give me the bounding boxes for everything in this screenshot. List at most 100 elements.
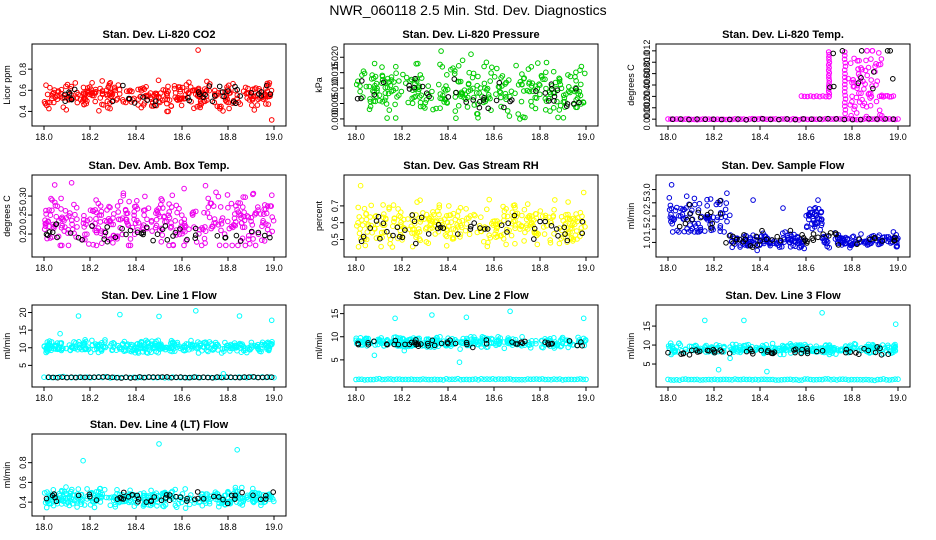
data-point (892, 343, 899, 350)
data-point (880, 376, 887, 382)
data-point (116, 86, 123, 93)
data-point (252, 93, 258, 100)
data-point (390, 202, 397, 208)
data-point (413, 337, 419, 343)
data-point (879, 238, 886, 244)
data-point (124, 219, 130, 225)
data-point (235, 200, 241, 206)
data-point (78, 501, 84, 508)
data-point (184, 498, 190, 504)
data-point (888, 348, 894, 354)
data-point (134, 227, 141, 233)
data-point (826, 91, 833, 97)
data-point (861, 238, 868, 245)
data-point (869, 116, 875, 122)
data-point (382, 376, 388, 383)
data-point (269, 192, 275, 198)
data-point (781, 376, 788, 383)
data-point (879, 342, 886, 348)
data-point (892, 321, 899, 328)
data-point (107, 204, 113, 211)
data-point (738, 376, 744, 383)
data-point (856, 57, 862, 64)
data-point (413, 240, 419, 247)
data-point (534, 241, 541, 248)
data-point (792, 116, 799, 123)
data-point (161, 213, 168, 220)
data-point (232, 496, 238, 502)
data-point (126, 198, 132, 205)
data-point (856, 236, 863, 243)
data-point (204, 97, 210, 103)
data-point (74, 216, 80, 222)
data-point (425, 343, 432, 349)
data-point (354, 95, 361, 102)
data-point (890, 116, 897, 122)
data-point (182, 228, 188, 235)
data-point (124, 342, 131, 348)
data-point (268, 203, 275, 209)
data-point (143, 84, 149, 90)
data-point (79, 346, 85, 353)
data-point (168, 103, 174, 109)
data-point (869, 83, 875, 89)
data-point (524, 201, 531, 207)
data-point (502, 90, 509, 97)
data-point (866, 90, 872, 97)
x-tick-label: 18.4 (127, 132, 145, 142)
data-point (82, 231, 88, 238)
data-point (373, 80, 380, 87)
x-tick-label: 18.0 (347, 393, 365, 403)
data-point (134, 217, 140, 224)
data-point (519, 81, 525, 88)
data-point (182, 223, 189, 230)
data-point (408, 223, 415, 230)
data-point (450, 210, 457, 217)
data-point (718, 348, 725, 355)
data-point (819, 348, 826, 354)
data-point (145, 339, 151, 346)
data-point (533, 340, 539, 347)
data-point (425, 83, 432, 89)
data-point (49, 197, 55, 203)
data-point (249, 102, 255, 108)
data-point (858, 75, 864, 81)
data-point (54, 340, 61, 346)
data-point (373, 218, 380, 224)
data-point (521, 238, 527, 244)
data-point (764, 368, 770, 375)
data-point (704, 203, 711, 209)
data-point (481, 376, 487, 383)
y-tick-label: 5 (18, 363, 28, 368)
data-point (481, 63, 487, 70)
data-point (222, 501, 228, 508)
data-point (777, 237, 784, 244)
data-point (81, 101, 87, 108)
data-point (82, 346, 89, 352)
data-point (203, 93, 210, 99)
data-point (152, 102, 158, 108)
data-point (570, 220, 576, 226)
data-point (216, 103, 223, 110)
data-point (89, 337, 95, 344)
data-point (727, 212, 733, 219)
x-tick-label: 19.0 (265, 522, 283, 532)
data-point (215, 193, 222, 200)
data-point (261, 206, 268, 212)
data-point (870, 341, 876, 348)
data-point (547, 108, 553, 114)
data-point (63, 501, 70, 507)
data-point (103, 87, 110, 94)
data-point (813, 376, 820, 383)
data-point (360, 233, 367, 240)
data-point (145, 205, 152, 211)
data-point (776, 116, 782, 123)
x-tick-label: 18.4 (751, 393, 769, 403)
data-point (463, 221, 470, 227)
y-tick-label: 2.5 (642, 197, 652, 210)
data-point (117, 311, 123, 318)
data-point (474, 82, 481, 89)
data-point (579, 230, 586, 237)
data-point (764, 376, 770, 383)
